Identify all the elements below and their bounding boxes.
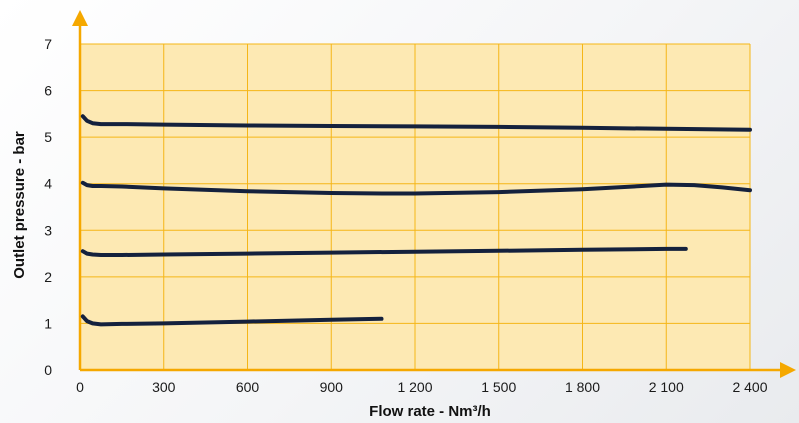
y-axis-label: Outlet pressure - bar xyxy=(11,131,28,279)
x-tick-label: 0 xyxy=(76,379,84,395)
x-tick-label: 300 xyxy=(152,379,176,395)
x-tick-label: 1 800 xyxy=(565,379,600,395)
y-tick-label: 7 xyxy=(44,36,52,52)
y-tick-label: 0 xyxy=(44,362,52,378)
series-line-2 xyxy=(80,180,752,196)
x-tick-label: 900 xyxy=(320,379,344,395)
y-axis-arrow xyxy=(72,10,88,26)
y-tick-label: 5 xyxy=(44,129,52,145)
y-tick-labels: 0 1 2 3 4 5 6 7 xyxy=(44,36,52,378)
x-tick-label: 1 500 xyxy=(481,379,516,395)
series-line-3 xyxy=(80,246,688,257)
x-tick-labels: 0 300 600 900 1 200 1 500 1 800 2 100 2 400 xyxy=(76,379,768,395)
y-tick-label: 1 xyxy=(44,315,52,331)
x-axis-arrow xyxy=(780,362,796,378)
x-tick-label: 2 400 xyxy=(732,379,767,395)
series-group xyxy=(80,114,752,327)
x-tick-label: 2 100 xyxy=(649,379,684,395)
x-axis-label: Flow rate - Nm³/h xyxy=(369,403,491,420)
series-line-1 xyxy=(80,114,752,132)
y-tick-label: 2 xyxy=(44,269,52,285)
y-tick-label: 6 xyxy=(44,83,52,99)
axes xyxy=(72,10,796,378)
y-tick-label: 3 xyxy=(44,222,52,238)
y-tick-label: 4 xyxy=(44,176,52,192)
x-tick-label: 600 xyxy=(236,379,260,395)
series-line-4 xyxy=(80,314,384,327)
x-tick-label: 1 200 xyxy=(397,379,432,395)
